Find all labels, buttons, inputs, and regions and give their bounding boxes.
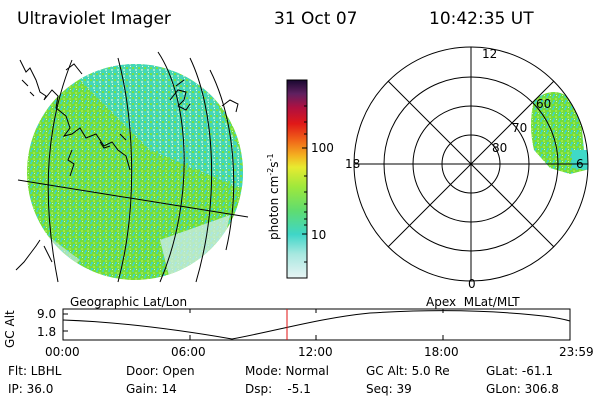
xtick-2359: 23:59 (559, 345, 594, 359)
polar-plot (353, 46, 589, 282)
latlon-grid (17, 51, 249, 283)
mlat-label-80: 80 (492, 141, 508, 155)
status-ip: IP: 36.0 (8, 382, 54, 396)
mlt-label-12: 12 (482, 47, 498, 61)
status-seq: Seq: 39 (366, 382, 412, 396)
colorbar-unit-label: photon cm-2s-1 (266, 153, 281, 240)
status-gain: Gain: 14 (126, 382, 177, 396)
mlat-label-70: 70 (512, 121, 528, 135)
status-filter: Flt: LBHL (8, 364, 62, 378)
mlt-label-0: 0 (468, 277, 476, 291)
altitude-plot (62, 308, 571, 341)
left-panel-label: Geographic Lat/Lon (70, 295, 188, 309)
status-door: Door: Open (126, 364, 195, 378)
status-glon: GLon: 306.8 (486, 382, 559, 396)
colorbar (286, 79, 308, 279)
time-readout: 10:42:35 UT (429, 9, 534, 29)
altitude-ytick-high: 9.0 (37, 307, 57, 321)
altitude-ylabel: GC Alt (3, 310, 17, 348)
status-mode: Mode: Normal (245, 364, 329, 378)
right-panel-label: Apex MLat/MLT (426, 295, 520, 309)
date-readout: 31 Oct 07 (274, 9, 358, 29)
app-title: Ultraviolet Imager (17, 9, 171, 29)
earth-image (15, 51, 249, 283)
status-dsp: Dsp: -5.1 (245, 382, 311, 396)
altitude-curve (62, 310, 571, 340)
xtick-1800: 18:00 (424, 345, 459, 359)
xtick-0000: 00:00 (45, 345, 80, 359)
colorbar-tick-10: 10 (311, 228, 327, 242)
colorbar-tick-100: 100 (311, 141, 334, 155)
mlt-label-6: 6 (576, 157, 584, 171)
xtick-1200: 12:00 (298, 345, 333, 359)
mlat-label-60: 60 (536, 97, 552, 111)
altitude-ytick-low: 1.8 (37, 325, 57, 339)
status-gc-alt: GC Alt: 5.0 Re (366, 364, 450, 378)
xtick-0600: 06:00 (171, 345, 206, 359)
mlt-label-18: 18 (345, 157, 361, 171)
coastline-outlines (15, 59, 239, 271)
status-glat: GLat: -61.1 (486, 364, 553, 378)
